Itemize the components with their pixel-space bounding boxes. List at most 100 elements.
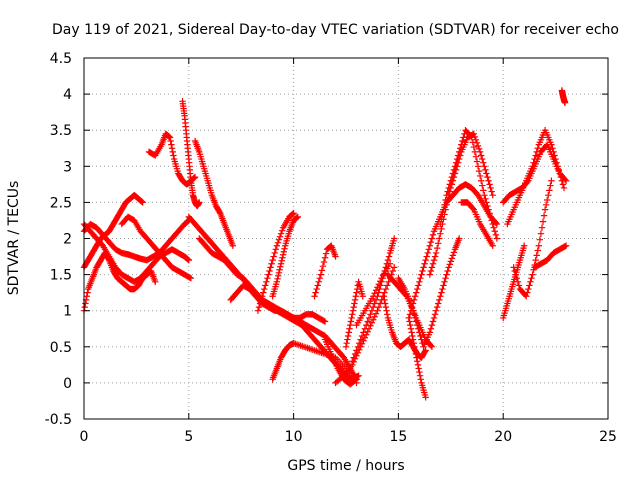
data-point bbox=[267, 264, 274, 271]
data-point bbox=[360, 329, 367, 336]
data-point bbox=[411, 293, 419, 300]
data-point bbox=[414, 321, 421, 329]
data-point bbox=[544, 196, 551, 204]
data-point bbox=[481, 163, 488, 170]
data-point bbox=[321, 318, 329, 325]
data-point bbox=[436, 235, 443, 242]
data-point bbox=[322, 250, 330, 257]
data-point bbox=[381, 296, 388, 304]
data-point bbox=[343, 339, 350, 347]
data-point bbox=[415, 325, 422, 332]
series-t17 bbox=[321, 336, 360, 388]
data-point bbox=[449, 170, 457, 177]
data-point bbox=[278, 227, 286, 234]
data-point bbox=[277, 260, 285, 267]
data-point bbox=[540, 212, 548, 219]
data-point bbox=[452, 159, 460, 166]
data-point bbox=[381, 289, 388, 296]
data-point bbox=[433, 244, 441, 252]
y-tick-label: 0 bbox=[63, 376, 72, 392]
data-point bbox=[512, 271, 519, 278]
data-point bbox=[476, 172, 484, 180]
data-point bbox=[491, 228, 499, 235]
data-point bbox=[152, 278, 159, 286]
series-t33 bbox=[510, 177, 555, 300]
data-point bbox=[265, 271, 272, 278]
data-point bbox=[317, 271, 325, 278]
data-point bbox=[442, 275, 449, 282]
data-point bbox=[272, 246, 279, 253]
data-point bbox=[559, 181, 567, 188]
data-point bbox=[370, 303, 377, 311]
data-point bbox=[84, 289, 91, 296]
y-tick-label: 1.5 bbox=[50, 268, 72, 284]
data-point bbox=[548, 177, 555, 184]
data-point bbox=[406, 318, 413, 325]
data-point bbox=[526, 282, 533, 289]
data-point bbox=[485, 206, 492, 213]
data-point bbox=[416, 368, 423, 376]
data-point bbox=[479, 182, 486, 189]
data-point bbox=[185, 256, 192, 264]
data-point bbox=[342, 343, 350, 350]
data-point bbox=[426, 242, 434, 249]
data-point bbox=[289, 210, 297, 218]
data-point bbox=[475, 167, 483, 175]
data-point bbox=[385, 278, 392, 286]
data-point bbox=[483, 170, 490, 177]
data-point bbox=[443, 191, 450, 199]
data-point bbox=[184, 256, 192, 263]
data-point bbox=[351, 296, 359, 304]
data-point bbox=[448, 173, 456, 181]
data-point bbox=[551, 152, 558, 159]
x-tick-label: 20 bbox=[494, 429, 512, 445]
data-point bbox=[489, 242, 496, 249]
data-point bbox=[488, 217, 495, 224]
data-point bbox=[455, 148, 463, 156]
data-point bbox=[435, 300, 442, 307]
data-point bbox=[422, 256, 429, 264]
data-point bbox=[374, 284, 381, 291]
data-point bbox=[451, 163, 459, 170]
data-point bbox=[561, 99, 569, 106]
data-point bbox=[255, 303, 263, 311]
data-point bbox=[427, 238, 435, 246]
y-tick-label: 3 bbox=[63, 159, 72, 175]
data-point bbox=[416, 372, 424, 379]
data-point bbox=[489, 191, 496, 199]
data-point bbox=[384, 282, 391, 289]
data-point bbox=[538, 224, 546, 231]
data-point bbox=[167, 137, 174, 145]
data-point bbox=[349, 358, 356, 365]
data-point bbox=[428, 343, 436, 350]
data-point bbox=[364, 328, 371, 335]
data-point bbox=[350, 303, 357, 311]
data-point bbox=[270, 253, 277, 260]
data-point bbox=[389, 267, 397, 275]
data-point bbox=[427, 325, 435, 332]
data-point bbox=[81, 303, 88, 311]
series-t35 bbox=[558, 87, 569, 106]
y-tick-labels: -0.5 0 0.5 1 1.5 2 2.5 3 3.5 4 4.5 bbox=[45, 51, 72, 428]
data-point bbox=[352, 376, 359, 384]
data-point bbox=[279, 254, 286, 261]
data-point bbox=[407, 307, 415, 314]
data-point bbox=[370, 316, 377, 323]
data-point bbox=[443, 271, 450, 278]
data-point bbox=[529, 271, 536, 278]
data-point bbox=[437, 230, 444, 237]
data-point bbox=[386, 260, 394, 267]
data-point bbox=[430, 256, 438, 264]
data-point bbox=[445, 264, 452, 271]
data-point bbox=[446, 181, 453, 188]
data-point bbox=[422, 394, 429, 401]
data-point bbox=[415, 282, 422, 289]
data-point bbox=[261, 285, 268, 293]
data-point bbox=[561, 176, 569, 183]
data-point bbox=[348, 314, 355, 322]
series-t32 bbox=[504, 127, 568, 228]
data-point bbox=[275, 269, 283, 276]
data-point bbox=[184, 255, 191, 263]
data-point bbox=[409, 336, 417, 343]
